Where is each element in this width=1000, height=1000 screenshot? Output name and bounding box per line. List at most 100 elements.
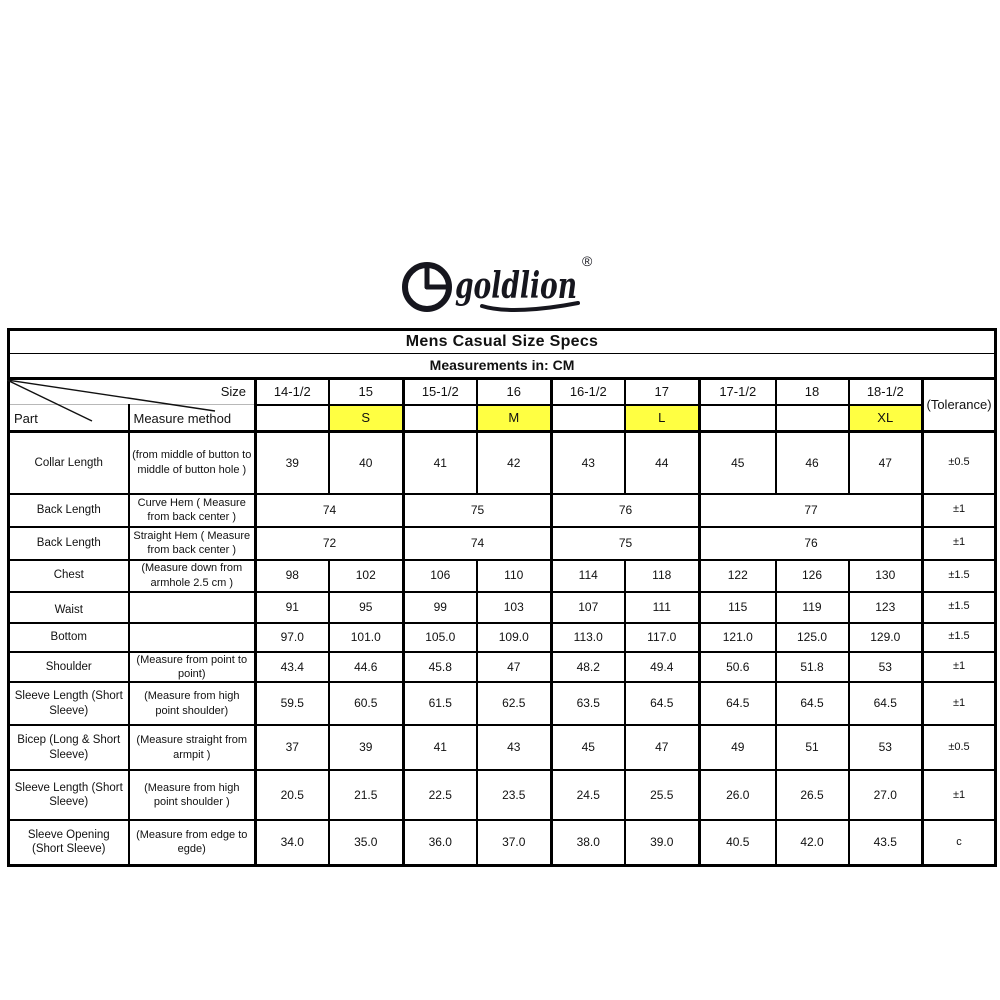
value-cell: 59.5 xyxy=(254,681,330,727)
corner-size-label: Size xyxy=(7,377,257,405)
method-cell: (Measure straight from armpit ) xyxy=(127,724,257,772)
value-cell: 44 xyxy=(623,430,701,495)
value-cell: 109.0 xyxy=(475,621,553,653)
value-cell: 72 xyxy=(254,525,405,561)
value-cell: 45 xyxy=(550,724,626,772)
size-header-cell: 18 xyxy=(774,377,850,406)
value-cell: 129.0 xyxy=(847,621,924,653)
value-cell: 36.0 xyxy=(402,819,478,867)
value-cell: 23.5 xyxy=(475,769,553,822)
value-cell: 64.5 xyxy=(847,681,924,727)
value-cell: 101.0 xyxy=(327,621,405,653)
value-cell: 64.5 xyxy=(774,681,850,727)
size-letter-cell xyxy=(698,403,777,433)
value-cell: 37 xyxy=(254,724,330,772)
value-cell: 21.5 xyxy=(327,769,405,822)
method-cell: Straight Hem ( Measure from back center … xyxy=(127,525,257,561)
value-cell: 75 xyxy=(402,492,553,528)
value-cell: 110 xyxy=(475,558,553,593)
part-cell: Sleeve Length (Short Sleeve) xyxy=(7,769,130,822)
value-cell: 41 xyxy=(402,430,478,495)
value-cell: 75 xyxy=(550,525,701,561)
table-row: Sleeve Length (Short Sleeve) (Measure fro… xyxy=(7,769,997,822)
value-cell: 40.5 xyxy=(698,819,777,867)
value-cell: 113.0 xyxy=(550,621,626,653)
value-cell: 45.8 xyxy=(402,650,478,684)
value-cell: 35.0 xyxy=(327,819,405,867)
value-cell: 99 xyxy=(402,590,478,624)
size-letter-cell: XL xyxy=(847,403,924,433)
table-title: Mens Casual Size Specs xyxy=(7,328,997,354)
value-cell: 42.0 xyxy=(774,819,850,867)
table-row: Back Length Curve Hem ( Measure from back… xyxy=(7,492,997,528)
method-cell: (from middle of button to middle of butt… xyxy=(127,430,257,495)
table-row: Collar Length (from middle of button to m… xyxy=(7,430,997,495)
tolerance-cell: ±1 xyxy=(921,650,997,684)
logo-underline xyxy=(480,301,580,312)
value-cell: 37.0 xyxy=(475,819,553,867)
size-header-cell: 17-1/2 xyxy=(698,377,777,406)
part-cell: Back Length xyxy=(7,492,130,528)
value-cell: 44.6 xyxy=(327,650,405,684)
value-cell: 105.0 xyxy=(402,621,478,653)
value-cell: 125.0 xyxy=(774,621,850,653)
value-cell: 76 xyxy=(698,525,924,561)
value-cell: 74 xyxy=(254,492,405,528)
size-header-cell: 17 xyxy=(623,377,701,406)
tolerance-cell: c xyxy=(921,819,997,867)
value-cell: 39 xyxy=(254,430,330,495)
value-cell: 47 xyxy=(623,724,701,772)
value-cell: 130 xyxy=(847,558,924,593)
value-cell: 62.5 xyxy=(475,681,553,727)
method-cell: (Measure from edge to egde) xyxy=(127,819,257,867)
value-cell: 114 xyxy=(550,558,626,593)
value-cell: 97.0 xyxy=(254,621,330,653)
value-cell: 107 xyxy=(550,590,626,624)
table-subtitle: Measurements in: CM xyxy=(7,353,997,380)
size-letter-cell xyxy=(774,403,850,433)
size-header-cell: 14-1/2 xyxy=(254,377,330,406)
size-letter-cell xyxy=(550,403,626,433)
corner-part-label: Part xyxy=(7,404,130,433)
part-cell: Back Length xyxy=(7,525,130,561)
value-cell: 77 xyxy=(698,492,924,528)
value-cell: 61.5 xyxy=(402,681,478,727)
value-cell: 43.4 xyxy=(254,650,330,684)
value-cell: 60.5 xyxy=(327,681,405,727)
value-cell: 48.2 xyxy=(550,650,626,684)
tolerance-cell: ±0.5 xyxy=(921,430,997,495)
value-cell: 106 xyxy=(402,558,478,593)
value-cell: 43 xyxy=(475,724,553,772)
tolerance-cell: ±1.5 xyxy=(921,590,997,624)
value-cell: 43 xyxy=(550,430,626,495)
size-header-cell: 15-1/2 xyxy=(402,377,478,406)
method-cell: (Measure from high point shoulder) xyxy=(127,681,257,727)
value-cell: 46 xyxy=(774,430,850,495)
value-cell: 117.0 xyxy=(623,621,701,653)
tolerance-cell: ±1 xyxy=(921,681,997,727)
size-header-cell: 15 xyxy=(327,377,405,406)
value-cell: 95 xyxy=(327,590,405,624)
value-cell: 121.0 xyxy=(698,621,777,653)
part-cell: Sleeve Length (Short Sleeve) xyxy=(7,681,130,727)
table-row: Bottom 97.0 101.0 105.0 109.0 113.0 117.0 121.0… xyxy=(7,621,997,653)
table-row: Bicep (Long & Short Sleeve) (Measure stra… xyxy=(7,724,997,772)
value-cell: 50.6 xyxy=(698,650,777,684)
size-letter-cell: L xyxy=(623,403,701,433)
size-table-container: Mens Casual Size Specs Measurements in: … xyxy=(7,328,998,867)
method-cell: (Measure from high point shoulder ) xyxy=(127,769,257,822)
value-cell: 27.0 xyxy=(847,769,924,822)
method-cell: (Measure from point to point) xyxy=(127,650,257,684)
part-cell: Bicep (Long & Short Sleeve) xyxy=(7,724,130,772)
size-header-cell: 18-1/2 xyxy=(847,377,924,406)
value-cell: 20.5 xyxy=(254,769,330,822)
size-letter-cell: M xyxy=(475,403,553,433)
value-cell: 41 xyxy=(402,724,478,772)
value-cell: 40 xyxy=(327,430,405,495)
table-row: Sleeve Length (Short Sleeve) (Measure fro… xyxy=(7,681,997,727)
value-cell: 118 xyxy=(623,558,701,593)
value-cell: 115 xyxy=(698,590,777,624)
value-cell: 25.5 xyxy=(623,769,701,822)
tolerance-cell: ±1 xyxy=(921,492,997,528)
